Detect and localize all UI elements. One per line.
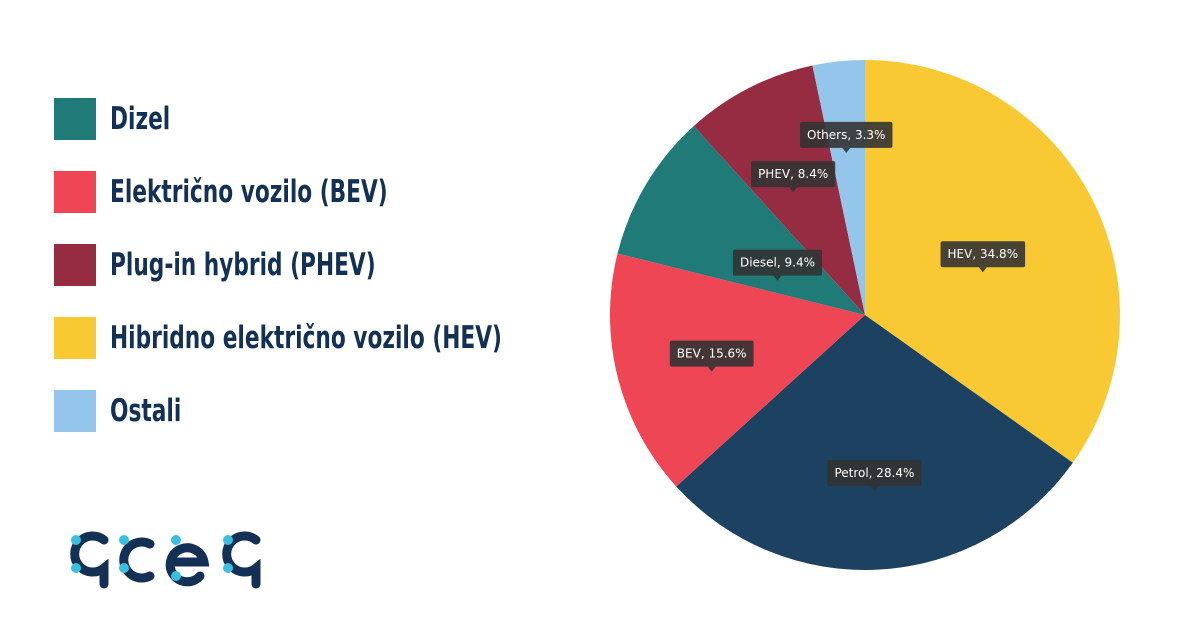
- data-label-pointer: [978, 267, 987, 273]
- data-label-box: [827, 459, 922, 486]
- logo-dot: [171, 571, 181, 581]
- data-label-box: [940, 241, 1026, 268]
- data-label-bev: BEV, 15.6%: [669, 340, 754, 372]
- data-label-box: [751, 161, 836, 188]
- acea-logo: [70, 531, 261, 589]
- logo-dot: [223, 563, 233, 573]
- logo-dot: [223, 535, 233, 545]
- data-label-box: [732, 249, 823, 276]
- pie-slice-petrol[interactable]: [676, 315, 1073, 571]
- data-label-others: Others, 3.3%: [800, 121, 893, 153]
- data-label-text: BEV, 15.6%: [677, 347, 747, 361]
- logo-letter: [222, 531, 261, 589]
- data-label-text: Others, 3.3%: [807, 128, 885, 142]
- legend-swatch: [54, 244, 96, 286]
- legend-item-dizel: Dizel: [54, 98, 670, 140]
- data-label-box: [800, 121, 893, 148]
- legend-swatch: [54, 171, 96, 213]
- legend-swatch: [54, 98, 96, 140]
- logo-dot: [71, 535, 81, 545]
- legend-swatch: [54, 317, 96, 359]
- legend-item-phev: Plug-in hybrid (PHEV): [54, 244, 670, 286]
- data-label-text: HEV, 34.8%: [948, 247, 1019, 261]
- legend-label: Plug-in hybrid (PHEV): [110, 247, 376, 283]
- data-label-pointer: [789, 187, 798, 193]
- legend-label: Električno vozilo (BEV): [110, 174, 388, 210]
- data-label-hev: HEV, 34.8%: [940, 241, 1026, 273]
- data-label-pointer: [870, 485, 879, 491]
- logo-dot: [119, 535, 129, 545]
- logo-dot: [71, 563, 81, 573]
- legend: Dizel Električno vozilo (BEV) Plug-in hy…: [54, 98, 670, 463]
- data-label-petrol: Petrol, 28.4%: [827, 459, 922, 491]
- pie-slice-bev[interactable]: [610, 253, 865, 487]
- logo-letter: [165, 543, 210, 587]
- data-label-pointer: [707, 366, 716, 372]
- data-label-phev: PHEV, 8.4%: [751, 161, 836, 193]
- legend-item-hev: Hibridno električno vozilo (HEV): [54, 317, 670, 359]
- logo-dot: [119, 563, 129, 573]
- logo-letter: [70, 531, 109, 589]
- data-label-text: Petrol, 28.4%: [834, 466, 914, 480]
- legend-label: Dizel: [110, 101, 171, 137]
- legend-item-ostali: Ostali: [54, 390, 670, 432]
- data-label-pointer: [842, 147, 851, 153]
- data-label-pointer: [773, 275, 782, 281]
- legend-label: Ostali: [110, 393, 182, 429]
- legend-swatch: [54, 390, 96, 432]
- data-label-text: Diesel, 9.4%: [740, 256, 815, 270]
- data-label-diesel: Diesel, 9.4%: [732, 249, 823, 281]
- data-label-text: PHEV, 8.4%: [758, 167, 828, 181]
- logo-letter: [119, 537, 155, 583]
- legend-label: Hibridno električno vozilo (HEV): [110, 320, 502, 356]
- logo-dot: [171, 535, 181, 545]
- data-label-box: [669, 340, 754, 367]
- legend-item-bev: Električno vozilo (BEV): [54, 171, 670, 213]
